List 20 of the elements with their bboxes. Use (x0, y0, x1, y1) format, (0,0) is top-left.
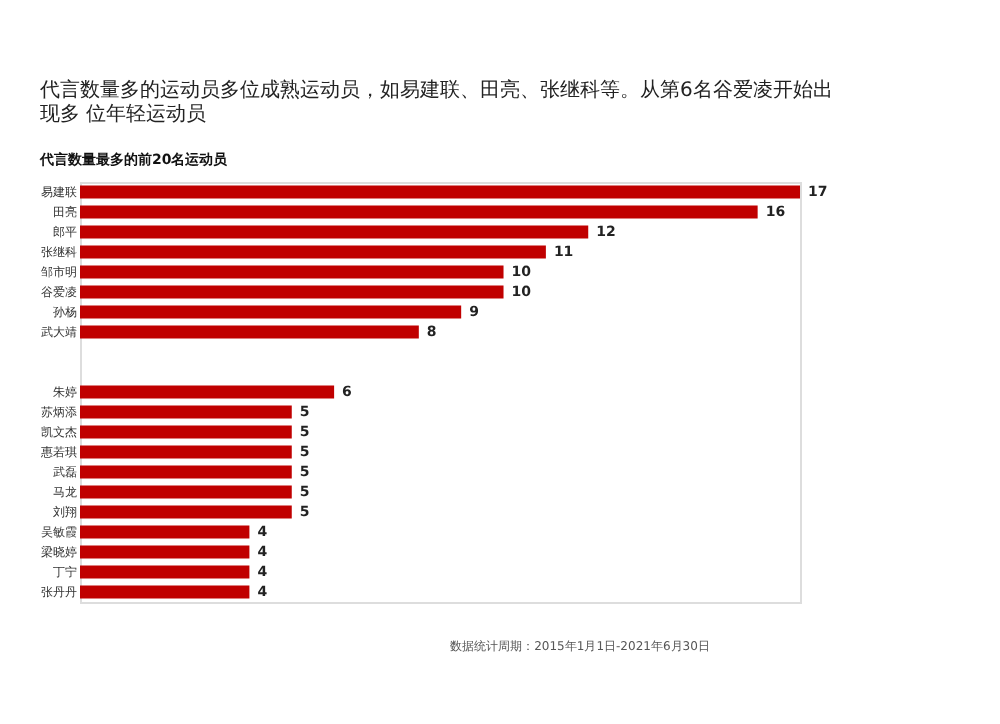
bar (80, 225, 589, 239)
bar (80, 425, 292, 439)
bar (80, 285, 504, 299)
bar (80, 445, 292, 459)
chart-title: 代言数量多的运动员多位成熟运动员，如易建联、田亮、张继科等。从第6名谷爱凌开始出现多 位年轻运动员 (38, 78, 833, 126)
bar (80, 505, 292, 519)
bar (80, 545, 250, 559)
bar (80, 245, 546, 259)
bar (80, 185, 800, 199)
bar (80, 525, 250, 539)
bar (80, 585, 250, 599)
bar (80, 385, 335, 399)
bar (80, 205, 758, 219)
bar (80, 565, 250, 579)
bar (80, 485, 292, 499)
bar (80, 465, 292, 479)
bar (80, 305, 462, 319)
bar (80, 405, 292, 419)
bar (80, 265, 504, 279)
bar (80, 325, 419, 339)
